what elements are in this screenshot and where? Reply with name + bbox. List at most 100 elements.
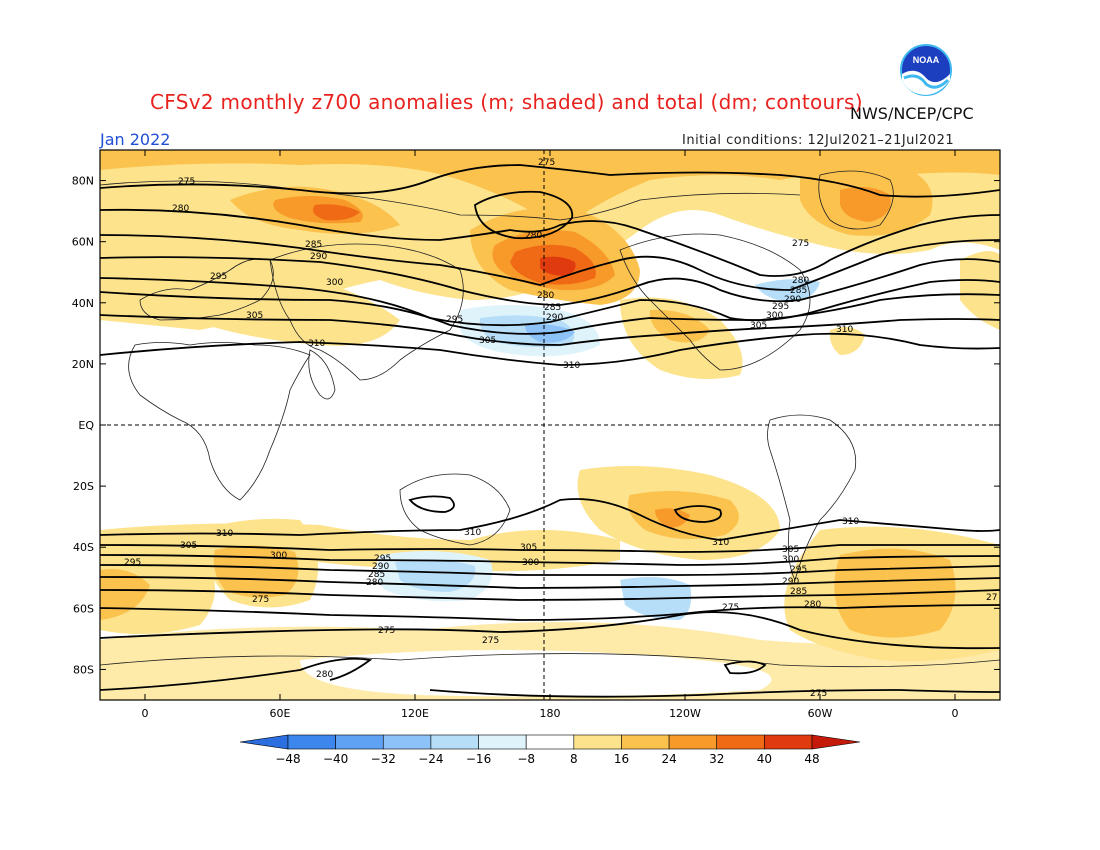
contour-label: 275 (810, 689, 827, 699)
anomaly-sp-max (655, 508, 690, 528)
lat-tick-label: 40N (72, 297, 94, 310)
coast-india (308, 349, 336, 400)
colorbar-swatch (382, 734, 432, 750)
contour-275-antarctic (429, 689, 1000, 698)
anomaly-north-inner (100, 150, 1000, 230)
contour-label: 280 (316, 670, 333, 680)
contour-label-group: 275 275 280 280 285 290 295 300 305 310 … (124, 158, 997, 699)
anomaly-pacific-peak (540, 256, 576, 276)
colorbar-swatch (621, 734, 670, 750)
contour-label: 285 (790, 286, 807, 296)
contour-label: 285 (368, 570, 385, 580)
latitude-axis: 80N 60N 40N 20N EQ 20S 40S 60S 80S (72, 175, 1000, 676)
contour-310-north (100, 332, 1000, 366)
contour-label: 275 (378, 626, 395, 636)
lon-tick-label: 60E (270, 707, 291, 720)
contour-290-south (100, 576, 1000, 589)
contour-label: 300 (766, 311, 783, 321)
anomaly-greenland-core (840, 186, 891, 222)
contour-label: 305 (750, 321, 767, 331)
colorbar-swatch (573, 734, 622, 750)
contour-label: 290 (546, 313, 563, 323)
contour-label: 305 (479, 336, 496, 346)
noaa-logo-text: NOAA (913, 55, 940, 65)
lat-tick-label: 80N (72, 175, 94, 188)
lat-tick-label: EQ (78, 419, 94, 432)
contour-280-antarctic (100, 657, 373, 691)
lat-tick-label: 40S (73, 541, 94, 554)
lon-tick-label: 0 (952, 707, 959, 720)
anomaly-siberia-max (312, 204, 360, 221)
contour-label: 295 (124, 558, 141, 568)
coast-north-america (619, 233, 811, 371)
colorbar-swatch (287, 734, 336, 750)
contour-285-south (100, 589, 1000, 601)
contour-label: 310 (842, 517, 859, 527)
contour-label: 280 (804, 600, 821, 610)
noaa-logo: NOAA (900, 44, 952, 96)
colorbar-tick-label: 16 (614, 752, 629, 766)
contour-label: 305 (782, 545, 799, 555)
lat-tick-label: 60N (72, 236, 94, 249)
coast-antarctica (100, 653, 1000, 668)
coast-greenland (818, 170, 894, 230)
anomaly-south-atlantic-core (100, 569, 150, 620)
lat-tick-label: 20N (72, 358, 94, 371)
colorbar-tick-label: −8 (517, 752, 535, 766)
coast-australia (399, 473, 511, 546)
anomaly-antarctic-clear (300, 650, 772, 697)
colorbar-tick-label: −32 (371, 752, 396, 766)
anomaly-europe-patch (960, 251, 1000, 330)
contour-label: 275 (722, 603, 739, 613)
contour-label: 285 (790, 587, 807, 597)
contour-305-north (100, 314, 1000, 346)
contour-label: 27 (986, 593, 997, 603)
contour-label: 280 (792, 276, 809, 286)
colorbar-swatch (716, 734, 765, 750)
colorbar-arrow-high (811, 734, 861, 750)
lon-tick-label: 120W (669, 707, 701, 720)
contour-295-north (100, 277, 1000, 327)
contour-label: 275 (252, 595, 269, 605)
contour-label: 275 (792, 239, 809, 249)
lat-tick-label: 20S (73, 480, 94, 493)
contour-label: 295 (374, 554, 391, 564)
contour-label: 280 (525, 231, 542, 241)
contour-label: 300 (782, 555, 799, 565)
contour-label: 310 (308, 339, 325, 349)
colorbar-tick-label: −48 (275, 752, 300, 766)
lon-tick-label: 120E (401, 707, 429, 720)
contour-label: 295 (446, 315, 463, 325)
contour-310-south (100, 498, 1000, 541)
contour-label: 280 (537, 291, 554, 301)
longitude-axis: 0 60E 120E 180 120W 60W 0 (142, 150, 959, 720)
contour-label: 305 (246, 311, 263, 321)
coast-europe (139, 258, 274, 321)
contour-275-south (100, 611, 1000, 650)
contour-300-north (100, 291, 1000, 335)
contour-label: 295 (210, 272, 227, 282)
colorbar-swatch (668, 734, 718, 750)
colorbar-swatch (478, 734, 527, 750)
contour-label: 280 (366, 578, 383, 588)
contour-ring-bering (474, 190, 574, 240)
contour-ring-australia (408, 495, 455, 513)
colorbar-arrow-low (239, 734, 289, 750)
contour-285-north (100, 234, 1000, 291)
contour-label: 285 (544, 303, 561, 313)
contour-label: 275 (538, 158, 555, 168)
contour-label: 275 (482, 636, 499, 646)
lon-tick-label: 60W (808, 707, 833, 720)
colorbar-swatch (430, 734, 479, 750)
contour-280-north (100, 208, 1000, 277)
contour-label: 295 (772, 302, 789, 312)
contour-label: 300 (270, 551, 287, 561)
colorbar-swatch (764, 734, 813, 750)
contour-label: 290 (372, 562, 389, 572)
contour-label: 275 (178, 177, 195, 187)
contour-label: 300 (522, 558, 539, 568)
colorbar-swatch (335, 734, 384, 750)
colorbar-tick-label: 40 (757, 752, 772, 766)
colorbar-tick-label: −24 (418, 752, 443, 766)
